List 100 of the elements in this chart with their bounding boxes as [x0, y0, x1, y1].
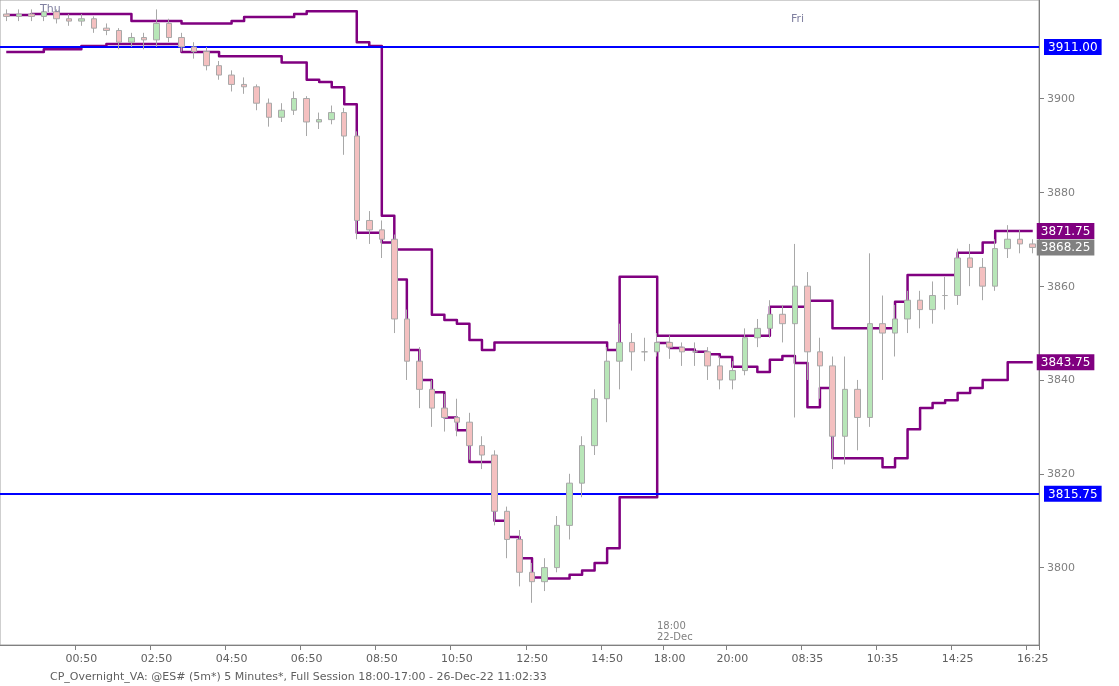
candlestick — [541, 557, 548, 592]
candlestick — [91, 15, 97, 34]
candlestick — [516, 529, 523, 587]
candlestick — [591, 388, 598, 456]
data-label: 3871.75 — [1040, 224, 1091, 239]
candlestick — [341, 107, 347, 156]
candlestick — [854, 379, 861, 451]
candlestick — [666, 334, 673, 360]
candlestick — [303, 95, 310, 137]
candlestick — [817, 337, 823, 400]
candlestick — [804, 271, 811, 381]
x-tick-label: 04:50 — [215, 652, 248, 665]
text: CP_Overnight_VA: @ES# (5m*) 5 Minutes*, Full Session 18:00-17:00 - 26-Dec-22 11:02:33 — [50, 670, 547, 683]
x-tick-label: 16:25 — [1016, 652, 1049, 665]
candlestick — [979, 257, 986, 301]
candlestick — [429, 379, 435, 428]
candlestick — [228, 69, 235, 92]
candlestick — [967, 243, 973, 287]
annotation: Fri — [791, 12, 805, 25]
candlestick — [942, 276, 948, 311]
candlestick — [391, 234, 398, 334]
y-tick-label: 3800 — [1047, 561, 1075, 575]
candlestick — [479, 435, 485, 470]
candlestick — [917, 290, 923, 329]
candlestick — [729, 360, 736, 390]
candlestick — [829, 356, 836, 470]
candlestick — [291, 90, 297, 116]
candlestick — [328, 105, 335, 125]
candlestick — [216, 60, 222, 81]
candlestick — [28, 8, 35, 22]
candlestick — [78, 13, 85, 27]
candlestick — [441, 393, 448, 433]
candlestick — [103, 22, 110, 36]
candlestick — [954, 248, 961, 306]
x-tick-label: 08:35 — [791, 652, 824, 665]
candlestick — [141, 32, 147, 50]
x-tick-label: 14:50 — [591, 652, 623, 665]
candlestick — [1017, 229, 1023, 254]
x-tick-label: 10:35 — [866, 652, 899, 665]
candlestick — [629, 332, 635, 372]
candlestick — [466, 412, 473, 461]
ref-line-label: 3815.75 — [1048, 486, 1098, 501]
x-tick-label: 00:50 — [65, 652, 98, 665]
x-tick-label: 18:00 — [653, 652, 686, 665]
annotation: 18:00 — [657, 619, 686, 631]
candlestick — [704, 346, 711, 381]
candlestick — [404, 309, 410, 381]
candlestick — [266, 98, 272, 128]
candlestick — [929, 280, 936, 325]
y-tick-label: 3820 — [1047, 467, 1075, 481]
candlestick — [3, 8, 10, 22]
candlestick — [692, 341, 698, 367]
x-tick-label: 12:50 — [516, 652, 548, 665]
candlestick — [616, 323, 623, 390]
candlestick — [566, 473, 573, 540]
x-tick-label: 08:50 — [365, 652, 398, 665]
candlestick — [754, 318, 761, 348]
candlestick — [717, 356, 723, 390]
candlestick — [504, 506, 510, 559]
candlestick — [654, 332, 660, 358]
x-tick-label: 14:25 — [941, 652, 974, 665]
candlestick — [879, 295, 886, 381]
candlestick — [742, 327, 748, 376]
x-tick-label: 06:50 — [290, 652, 323, 665]
candlestick — [904, 290, 911, 334]
x-tick-label: 20:00 — [716, 652, 749, 665]
annotation: Thu — [39, 2, 61, 15]
x-tick-label: 10:50 — [441, 652, 473, 665]
candlestick — [867, 252, 873, 428]
candlestick — [454, 398, 460, 437]
candlestick — [491, 449, 498, 526]
candlestick — [992, 238, 998, 292]
y-tick-label: 3900 — [1047, 92, 1075, 106]
candlestick — [366, 210, 373, 245]
candlestick — [579, 435, 585, 498]
candlestick — [604, 346, 610, 423]
candlestick — [316, 112, 322, 130]
candlestick — [354, 130, 360, 240]
candlestick — [128, 32, 135, 48]
data-label: 3843.75 — [1040, 355, 1091, 370]
candlestick — [1029, 238, 1036, 254]
annotation: 22-Dec — [657, 630, 693, 642]
y-tick-label: 3860 — [1047, 279, 1075, 293]
candlestick — [166, 18, 172, 43]
text: 3868.25 — [1040, 240, 1091, 255]
candlestick — [641, 337, 648, 362]
candlestick — [178, 32, 185, 53]
y-tick-label: 3840 — [1047, 373, 1075, 387]
candlestick — [892, 304, 898, 358]
candlestick — [842, 356, 848, 465]
candlestick — [416, 346, 423, 409]
candlestick — [767, 299, 773, 339]
candlestick — [153, 8, 160, 48]
candlestick — [66, 13, 72, 27]
candlestick — [116, 27, 122, 50]
candlestick — [679, 341, 685, 367]
candlestick — [554, 515, 560, 573]
candlestick — [253, 83, 260, 111]
candlestick — [278, 102, 285, 123]
ref-line-label: 3911.00 — [1048, 39, 1098, 54]
